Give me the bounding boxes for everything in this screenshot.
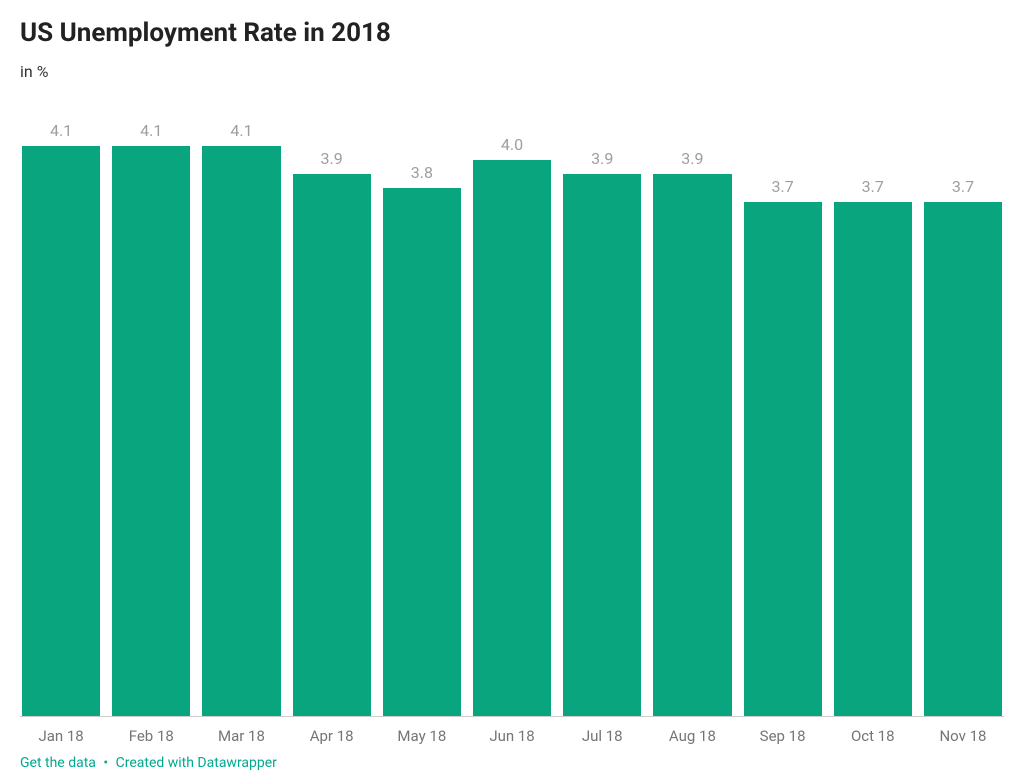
bar-value-label: 3.7 — [952, 177, 974, 196]
bar-0: 4.1 — [22, 119, 100, 716]
x-axis-label: Apr 18 — [293, 727, 371, 745]
bar-value-label: 3.7 — [771, 177, 793, 196]
bar-1: 4.1 — [112, 119, 190, 716]
chart-subtitle: in % — [20, 62, 1004, 81]
x-axis: Jan 18 Feb 18 Mar 18 Apr 18 May 18 Jun 18 Jul … — [20, 717, 1004, 745]
bar-value-label: 4.1 — [140, 121, 162, 140]
bar-7: 3.9 — [653, 119, 731, 716]
bar-8: 3.7 — [744, 119, 822, 716]
bar-value-label: 4.0 — [501, 135, 523, 154]
chart-title: US Unemployment Rate in 2018 — [20, 18, 1004, 48]
bar-rect — [473, 160, 551, 716]
bar-rect — [293, 174, 371, 716]
x-axis-label: Aug 18 — [653, 727, 731, 745]
bar-9: 3.7 — [834, 119, 912, 716]
bar-value-label: 3.9 — [681, 149, 703, 168]
bar-value-label: 3.9 — [321, 149, 343, 168]
bar-rect — [924, 202, 1002, 716]
bar-10: 3.7 — [924, 119, 1002, 716]
bar-rect — [834, 202, 912, 716]
bar-rect — [22, 146, 100, 716]
x-axis-label: Mar 18 — [202, 727, 280, 745]
footer-separator: • — [103, 755, 108, 771]
bar-rect — [112, 146, 190, 716]
bar-3: 3.9 — [293, 119, 371, 716]
bar-rect — [744, 202, 822, 716]
bar-value-label: 3.8 — [411, 163, 433, 182]
x-axis-label: Sep 18 — [744, 727, 822, 745]
x-axis-label: May 18 — [383, 727, 461, 745]
bar-chart: 4.1 4.1 4.1 3.9 3.8 4.0 3.9 3.9 3.7 3.7 3.7 — [20, 119, 1004, 717]
x-axis-label: Jun 18 — [473, 727, 551, 745]
x-axis-label: Jan 18 — [22, 727, 100, 745]
bar-rect — [653, 174, 731, 716]
bar-5: 4.0 — [473, 119, 551, 716]
bar-rect — [383, 188, 461, 716]
bar-value-label: 3.9 — [591, 149, 613, 168]
bar-value-label: 3.7 — [862, 177, 884, 196]
get-data-link[interactable]: Get the data — [20, 755, 96, 771]
chart-footer: Get the data • Created with Datawrapper — [20, 755, 1004, 771]
bar-rect — [202, 146, 280, 716]
bar-6: 3.9 — [563, 119, 641, 716]
bar-rect — [563, 174, 641, 716]
bar-4: 3.8 — [383, 119, 461, 716]
bar-2: 4.1 — [202, 119, 280, 716]
bar-value-label: 4.1 — [230, 121, 252, 140]
credit-link[interactable]: Created with Datawrapper — [116, 755, 277, 771]
x-axis-label: Oct 18 — [834, 727, 912, 745]
bar-value-label: 4.1 — [50, 121, 72, 140]
x-axis-label: Feb 18 — [112, 727, 190, 745]
x-axis-label: Jul 18 — [563, 727, 641, 745]
x-axis-label: Nov 18 — [924, 727, 1002, 745]
